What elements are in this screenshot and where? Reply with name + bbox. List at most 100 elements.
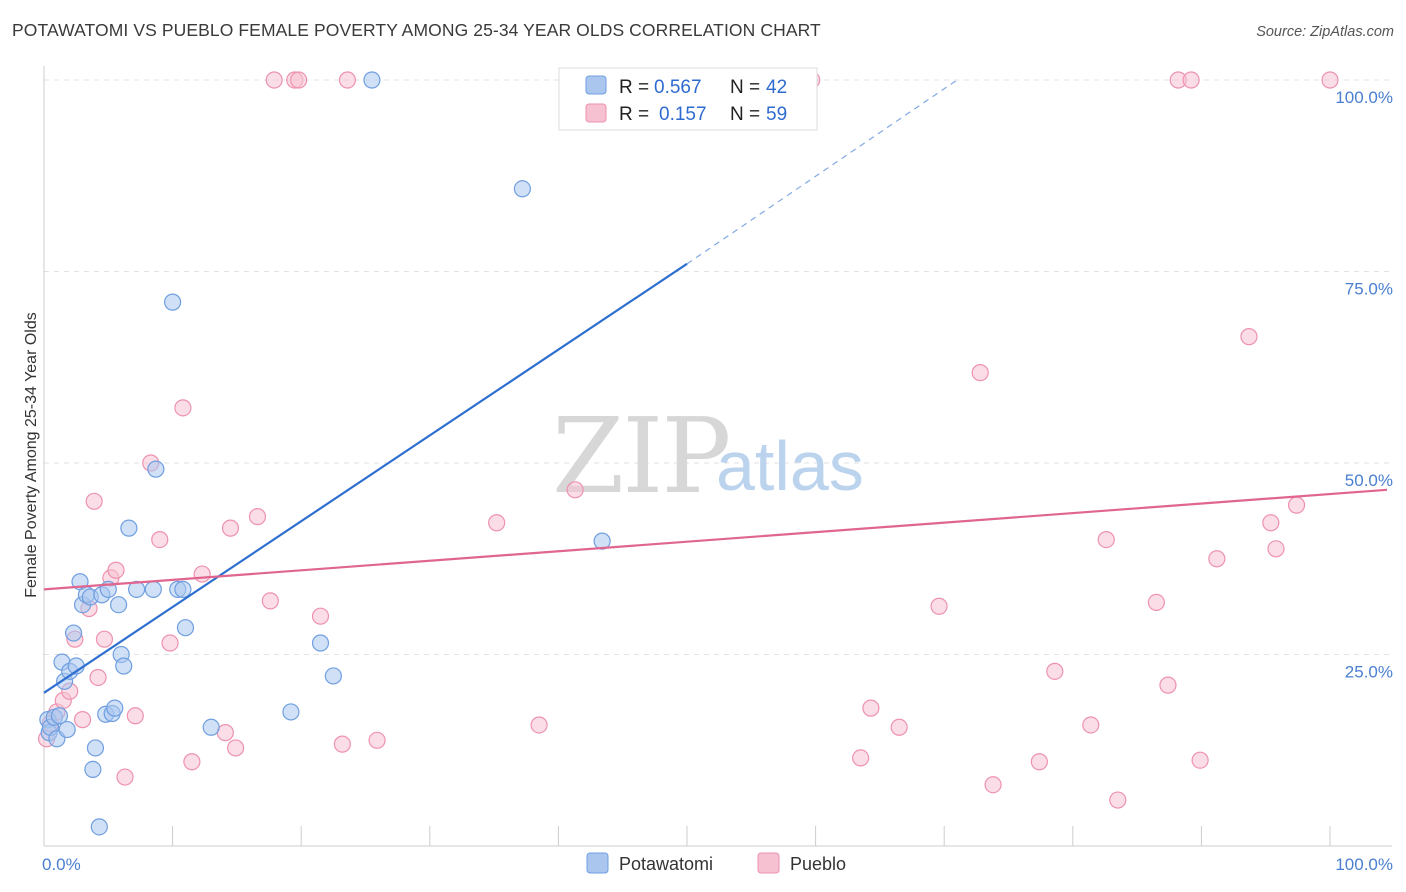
potawatomi-point	[86, 739, 105, 757]
pueblo-point	[1240, 328, 1258, 346]
axes	[43, 66, 1392, 847]
potawatomi-point	[90, 818, 108, 836]
potawatomi-trend-line	[43, 262, 688, 694]
potawatomi-point	[64, 624, 83, 642]
pueblo-point	[852, 749, 870, 767]
potawatomi-point	[109, 596, 128, 614]
potawatomi-point	[324, 667, 342, 685]
pueblo-point	[95, 630, 114, 648]
legend: R = 0.567 N = 42 R = 0.157 N = 59	[558, 67, 818, 131]
pueblo-point	[930, 597, 948, 615]
potawatomi-point	[50, 707, 69, 725]
potawatomi-point	[513, 180, 531, 198]
legend-r-label-1: R =	[619, 77, 649, 98]
pueblo-point	[1182, 71, 1200, 89]
pueblo-point	[227, 739, 245, 757]
y-tick-label: 50.0%	[1345, 471, 1393, 490]
potawatomi-point	[58, 720, 76, 739]
pueblo-point	[193, 565, 211, 583]
trend-lines	[43, 79, 1388, 694]
potawatomi-point	[147, 460, 165, 478]
pueblo-point	[311, 607, 330, 625]
potawatomi-point	[174, 580, 192, 598]
pueblo-point	[1191, 751, 1209, 769]
pueblo-point	[107, 561, 125, 579]
x-tick-label: 0.0%	[42, 855, 81, 874]
watermark-zip: ZIP	[552, 395, 729, 517]
legend-n-label-1: N =	[730, 77, 760, 98]
pueblo-point	[1109, 791, 1127, 809]
pueblo-point	[73, 711, 92, 729]
pueblo-point	[984, 776, 1002, 794]
potawatomi-point	[115, 657, 133, 675]
pueblo-point	[126, 707, 144, 725]
pueblo-point	[488, 514, 506, 532]
pueblo-point	[333, 735, 351, 753]
pueblo-point	[248, 508, 267, 526]
series-legend-swatch-potawatomi	[586, 852, 609, 874]
potawatomi-point	[164, 293, 182, 311]
pueblo-point	[1030, 753, 1048, 771]
pueblo-point	[338, 71, 357, 89]
legend-n-value-1: 42	[766, 77, 787, 98]
potawatomi-point	[120, 519, 138, 537]
series-legend-pueblo: Pueblo	[790, 854, 846, 874]
pueblo-point	[1097, 530, 1115, 549]
series-legend-potawatomi: Potawatomi	[619, 854, 713, 874]
legend-swatch-pueblo	[585, 103, 607, 123]
potawatomi-point	[593, 532, 611, 550]
pueblo-point	[265, 71, 283, 89]
pueblo-point	[261, 592, 279, 610]
pueblo-point	[890, 718, 908, 736]
pueblo-point	[161, 634, 179, 652]
watermark-atlas: atlas	[716, 427, 864, 505]
legend-n-value-2: 59	[766, 104, 787, 125]
chart-source: Source: ZipAtlas.com	[1256, 24, 1394, 40]
legend-swatch-potawatomi	[585, 75, 607, 95]
pueblo-point	[290, 71, 308, 89]
series-legend: Potawatomi Pueblo	[586, 852, 846, 874]
legend-r-value-2: 0.157	[659, 104, 707, 125]
pueblo-point	[1208, 550, 1226, 568]
pueblo-point	[116, 768, 134, 786]
potawatomi-point	[363, 71, 381, 89]
pueblo-point	[151, 530, 169, 549]
x-tick-label: 100.0%	[1335, 855, 1393, 874]
pueblo-point	[971, 364, 989, 382]
legend-n-label-2: N =	[730, 104, 760, 125]
pueblo-point	[89, 668, 107, 687]
y-axis-label: Female Poverty Among 25-34 Year Olds	[23, 312, 40, 598]
pueblo-point	[174, 399, 192, 417]
pueblo-point	[530, 716, 548, 734]
potawatomi-point	[144, 580, 162, 598]
potawatomi-point	[176, 619, 195, 637]
pueblo-point	[1082, 716, 1100, 734]
potawatomi-point	[282, 703, 300, 721]
y-tick-label: 100.0%	[1335, 88, 1393, 107]
pueblo-point	[221, 519, 240, 537]
chart-title: POTAWATOMI VS PUEBLO FEMALE POVERTY AMON…	[12, 20, 821, 40]
pueblo-point	[862, 699, 880, 717]
pueblo-point	[1267, 540, 1285, 558]
pueblo-point	[1287, 496, 1306, 514]
legend-r-label-2: R =	[619, 104, 649, 125]
y-tick-label: 75.0%	[1345, 280, 1393, 299]
pueblo-point	[1046, 662, 1064, 680]
potawatomi-point	[84, 760, 102, 779]
pueblo-point	[1147, 593, 1165, 612]
pueblo-trend-line	[43, 488, 1388, 591]
legend-r-value-1: 0.567	[654, 77, 702, 98]
potawatomi-point	[127, 580, 146, 598]
grid	[44, 79, 1392, 655]
potawatomi-point	[106, 699, 124, 717]
pueblo-point	[368, 731, 386, 749]
pueblo-point	[1321, 71, 1339, 89]
data-points	[37, 71, 1339, 836]
potawatomi-point	[202, 718, 220, 736]
y-tick-label: 25.0%	[1345, 663, 1393, 682]
pueblo-point	[1262, 514, 1280, 532]
series-legend-swatch-pueblo	[757, 852, 780, 874]
potawatomi-point	[311, 634, 330, 652]
pueblo-point	[1159, 676, 1177, 694]
